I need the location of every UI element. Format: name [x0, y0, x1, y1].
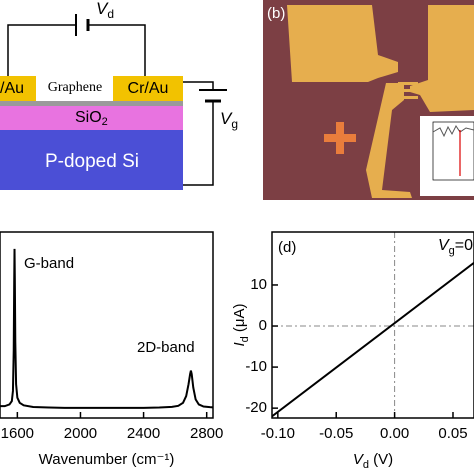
pad-top-left	[287, 5, 398, 82]
substrate-layer	[0, 130, 183, 190]
oxide-label: SiO2	[75, 109, 108, 128]
data-line	[0, 248, 213, 409]
left-pad-label: /Au	[0, 80, 24, 97]
right-pad-label: Cr/Au	[128, 80, 169, 97]
x-tick-label: 0.05	[438, 425, 467, 442]
device-schematic: Vd Vg /Au Graphene Cr/Au SiO2 P-doped Si	[0, 0, 238, 190]
y-tick-label: 0	[259, 317, 267, 334]
vg-label: Vg	[220, 109, 238, 131]
inset-trace	[432, 125, 474, 138]
label-part: V	[438, 237, 450, 254]
annotation: 2D-band	[137, 339, 195, 356]
label-part: (V)	[369, 451, 393, 468]
graphene-label: Graphene	[48, 80, 102, 95]
x-tick-label: 2400	[127, 425, 160, 442]
inset-frame	[432, 121, 474, 181]
pad-top-right	[410, 5, 474, 112]
label-part: V	[353, 451, 365, 468]
x-tick-label: -0.10	[261, 425, 295, 442]
x-tick-label: 0.00	[380, 425, 409, 442]
y-tick-label: 10	[250, 276, 267, 293]
axis-label: Vd (V)	[353, 451, 393, 471]
axis-label: Vg=0	[438, 237, 473, 257]
label-part: d	[363, 459, 369, 471]
substrate-label: P-doped Si	[45, 151, 139, 172]
x-tick-label: -0.05	[319, 425, 353, 442]
plot-frame	[0, 231, 214, 419]
annotation: G-band	[24, 255, 74, 272]
pad-bottom	[366, 83, 412, 198]
data-line	[272, 261, 474, 418]
x-axis-label: Wavenumber (cm⁻¹)	[39, 451, 175, 468]
axis-label: Id (μA)	[231, 303, 251, 346]
x-tick-label: 2800	[190, 425, 223, 442]
lead	[398, 89, 418, 92]
oxide-layer	[0, 106, 183, 130]
marker-cross	[324, 134, 356, 142]
y-tick-label: -20	[245, 399, 267, 416]
label-part: (μA)	[231, 303, 248, 336]
label-part: d	[239, 336, 251, 342]
plot-frame	[271, 231, 474, 419]
panel-label: (b)	[267, 5, 285, 22]
x-tick-label: 2000	[64, 425, 97, 442]
left-pad	[0, 76, 36, 101]
graphene-layer	[0, 101, 183, 106]
circuit-wires	[7, 14, 227, 186]
y-tick-label: -10	[245, 358, 267, 375]
x-tick-label: 1600	[1, 425, 34, 442]
label-part: I	[231, 342, 248, 346]
vd-label: Vd	[96, 0, 114, 21]
label-part: =0	[455, 237, 473, 254]
lead	[398, 96, 418, 99]
lead	[398, 82, 418, 85]
panel-label: (d)	[278, 239, 296, 256]
right-pad	[113, 76, 183, 101]
micrograph: (b)	[263, 0, 474, 200]
label-part: g	[449, 245, 455, 257]
